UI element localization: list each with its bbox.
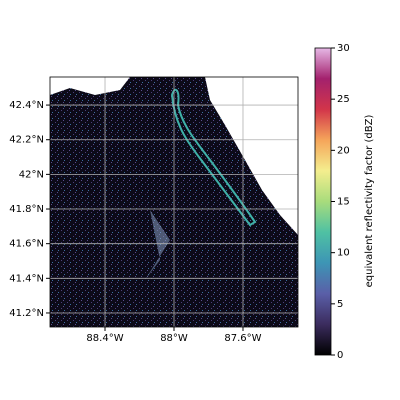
y-tick-label: 41.8°N [9,204,44,215]
y-tick-label: 41.2°N [9,308,44,319]
x-tick-label: 87.6°W [224,333,261,344]
clutter-echo [145,210,170,280]
no-echo-region [50,77,130,95]
colorbar-tick-label: 10 [337,248,350,259]
no-echo-region [205,77,298,235]
y-tick-label: 42°N [19,169,44,180]
colorbar-label: equivalent reflectivity factor (dBZ) [364,115,375,288]
y-tick-label: 42.2°N [9,135,44,146]
colorbar [314,47,332,356]
x-tick-label: 88.4°W [86,333,123,344]
colorbar-tick-label: 30 [337,43,350,54]
colorbar-tick-label: 15 [337,197,350,208]
x-tick-label: 88°W [160,333,188,344]
y-tick-label: 41.4°N [9,273,44,284]
y-tick-label: 42.4°N [9,100,44,111]
colorbar-tick-label: 25 [337,94,350,105]
grid [50,77,298,327]
colorbar-tick-label: 5 [337,299,343,310]
colorbar-tick-label: 0 [337,350,343,361]
colorbar-tick-label: 20 [337,145,350,156]
y-tick-label: 41.6°N [9,239,44,250]
